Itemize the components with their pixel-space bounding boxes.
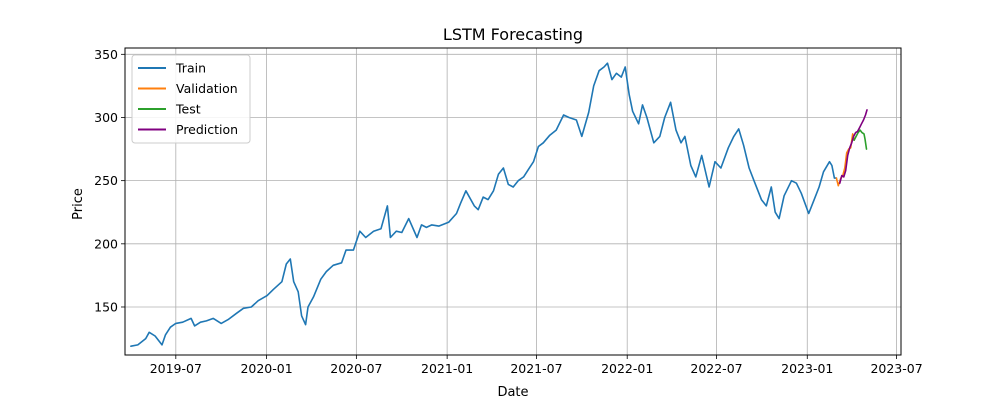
legend-label-validation: Validation — [176, 81, 238, 96]
y-tick-label: 150 — [94, 299, 118, 314]
y-tick-label: 350 — [94, 47, 118, 62]
legend-items: Train Validation Test Prediction — [138, 61, 238, 137]
legend-label-test: Test — [175, 102, 201, 117]
legend-box — [131, 54, 251, 144]
legend: Train Validation Test Prediction — [131, 54, 251, 144]
grid-layer — [125, 48, 901, 355]
y-tick-label: 250 — [94, 173, 118, 188]
x-axis-label: Date — [497, 385, 528, 400]
x-tick-label: 2022-07 — [690, 361, 742, 376]
series-line-prediction — [838, 109, 868, 184]
series-line-train — [130, 62, 838, 348]
x-tick-label: 2022-01 — [601, 361, 653, 376]
chart-title: LSTM Forecasting — [443, 25, 583, 44]
series-layer — [130, 62, 868, 348]
series-line-test — [853, 129, 868, 150]
x-tick-label: 2020-07 — [330, 361, 382, 376]
x-axis: 2019-07 2020-01 2020-07 2021-01 2021-07 2022-… — [150, 355, 923, 376]
x-tick-label: 2021-01 — [421, 361, 473, 376]
y-tick-label: 200 — [94, 236, 118, 251]
x-tick-label: 2023-07 — [870, 361, 922, 376]
x-tick-label: 2019-07 — [150, 361, 202, 376]
y-axis: 150 200 250 300 350 — [94, 47, 125, 314]
plot-area-frame — [124, 47, 902, 356]
x-tick-label: 2021-07 — [510, 361, 562, 376]
x-tick-label: 2023-01 — [781, 361, 833, 376]
y-axis-label: Price — [71, 188, 86, 220]
x-tick-label: 2020-01 — [240, 361, 292, 376]
y-tick-label: 300 — [94, 110, 118, 125]
legend-label-prediction: Prediction — [176, 122, 238, 137]
legend-label-train: Train — [175, 61, 206, 76]
